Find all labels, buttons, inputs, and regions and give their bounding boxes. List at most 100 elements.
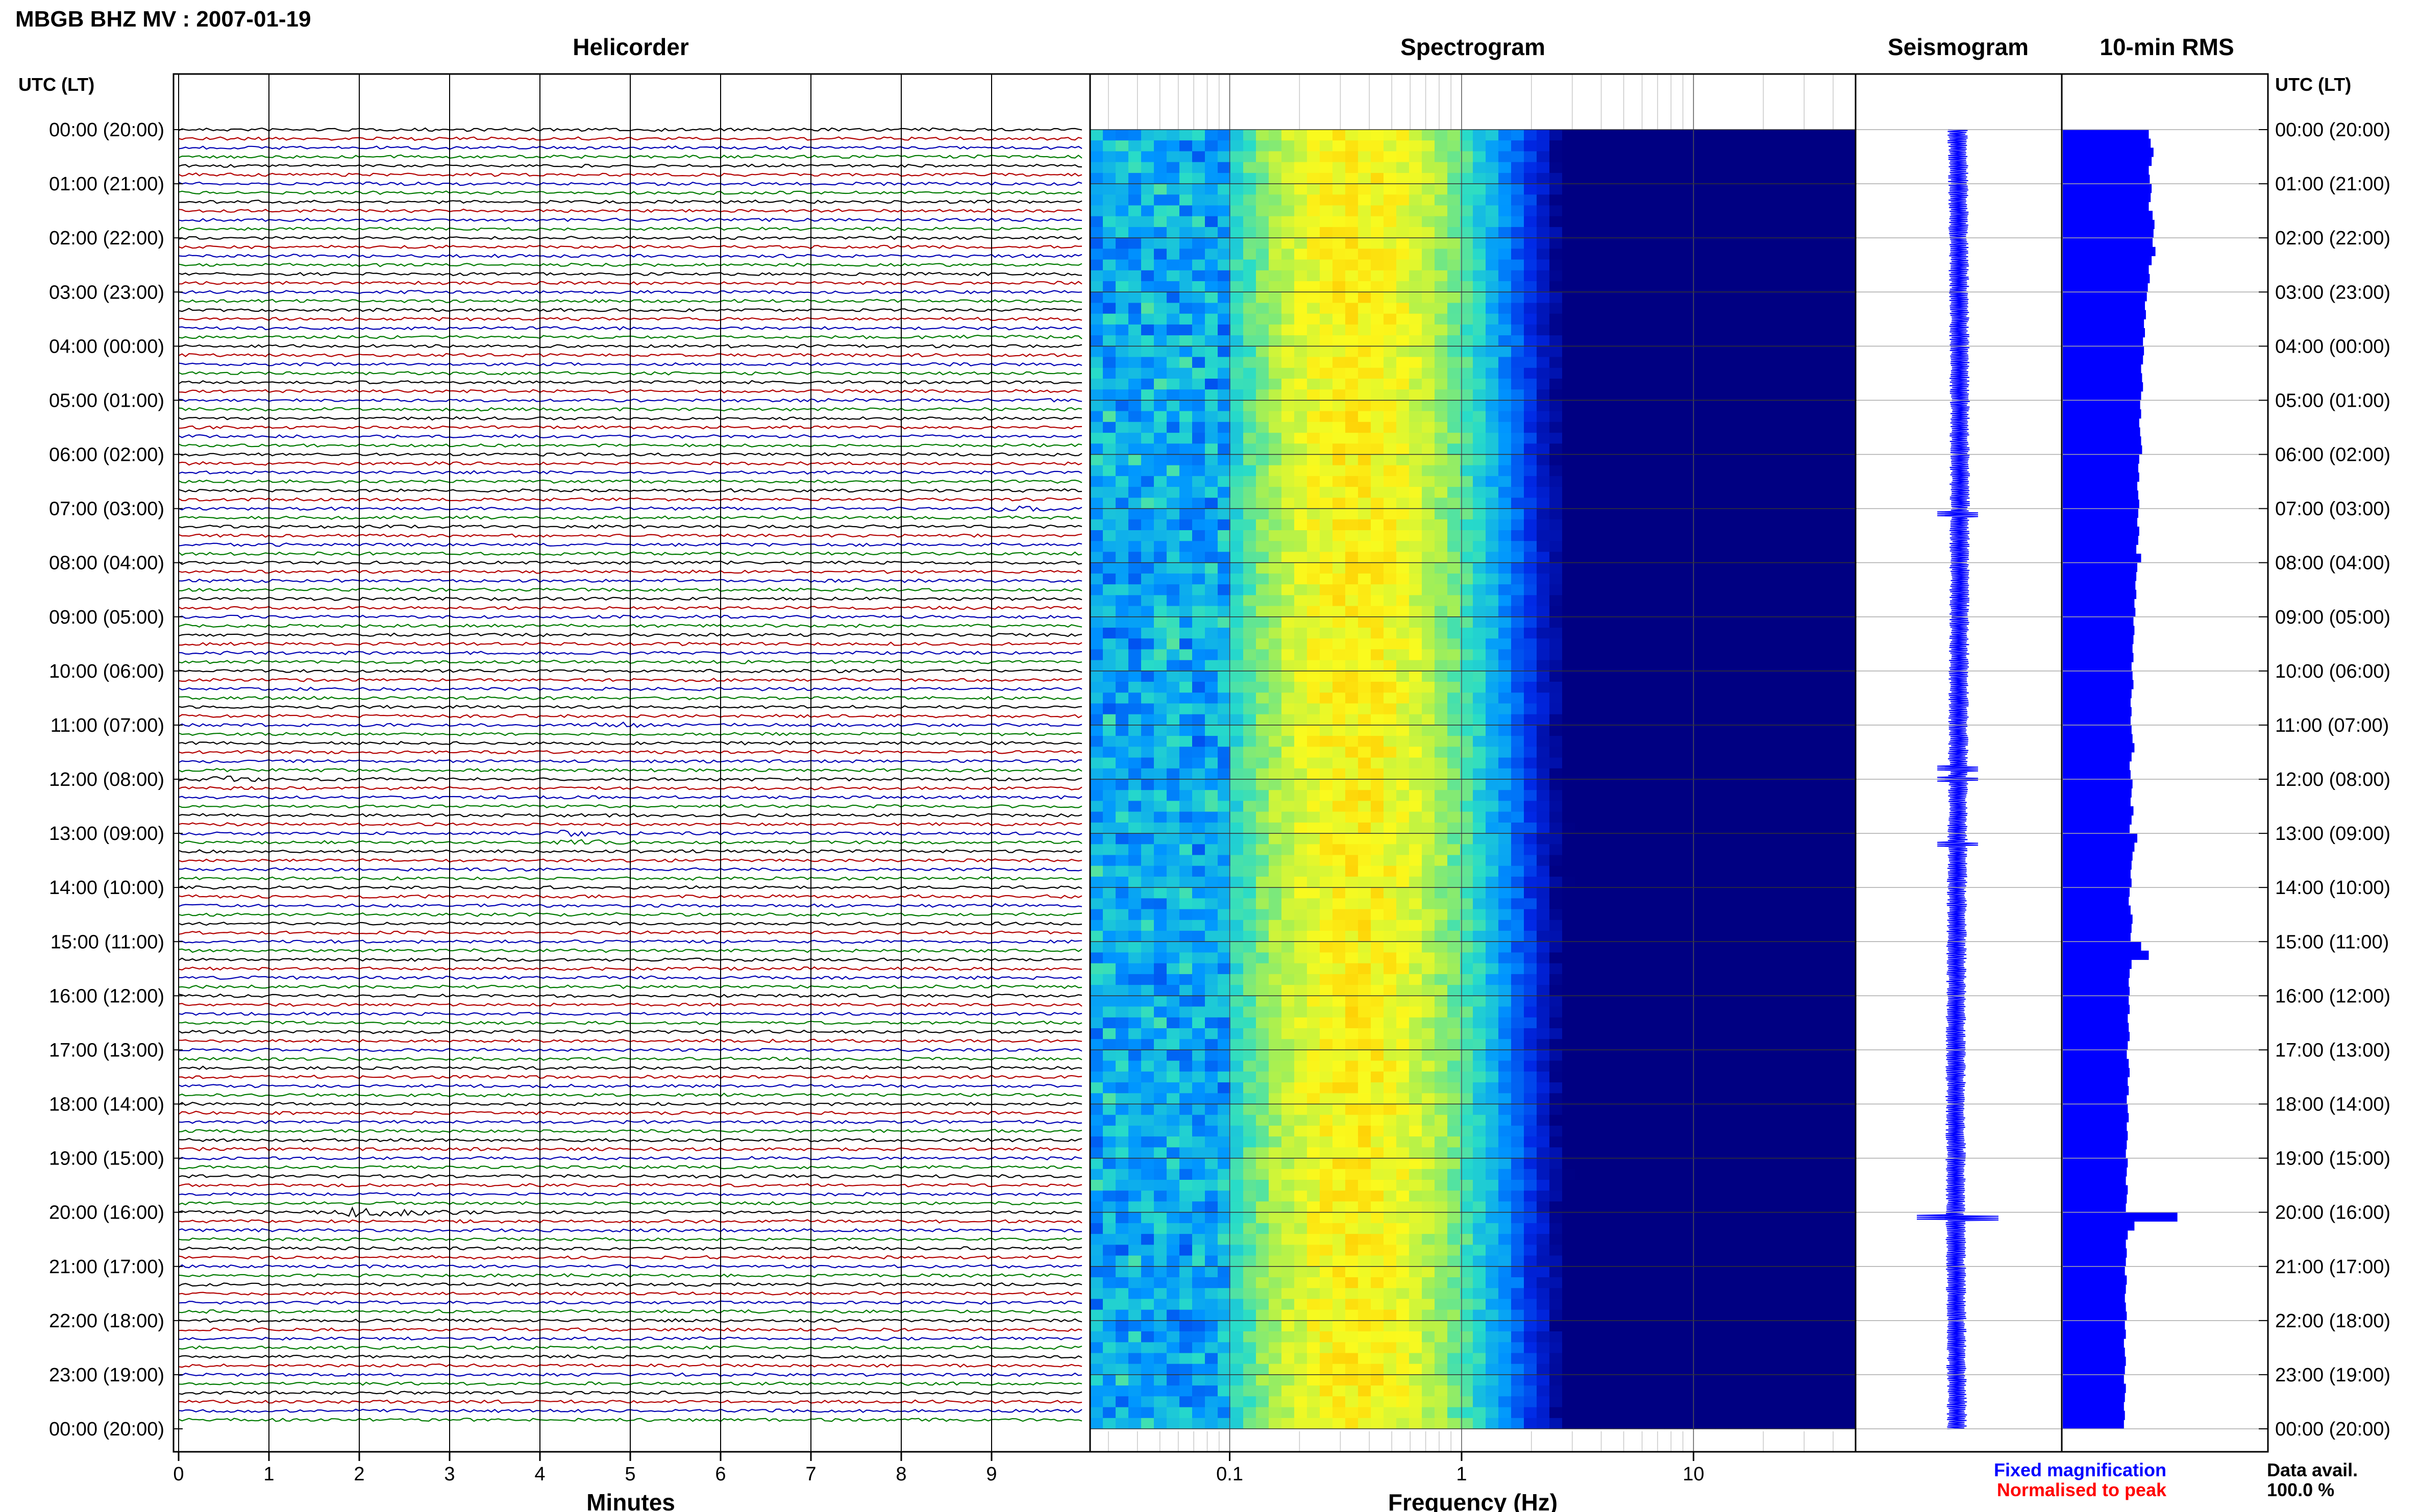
spectrogram-cell [1473,1006,1486,1018]
spectrogram-cell [1179,454,1193,466]
spectrogram-cell [1600,465,1614,477]
spectrogram-cell [1332,941,1346,953]
spectrogram-cell [1728,498,1741,509]
spectrogram-cell [1396,833,1410,845]
spectrogram-cell [1205,562,1218,574]
spectrogram-cell [1830,757,1843,769]
spectrogram-cell [1690,389,1703,401]
spectrogram-cell [1600,552,1614,563]
spectrogram-cell [1116,303,1129,314]
spectrogram-cell [1179,996,1193,1007]
spectrogram-cell [1230,130,1244,141]
spectrogram-cell [1269,519,1282,531]
spectrogram-cell [1830,931,1843,942]
spectrogram-cell [1192,801,1205,812]
spectrogram-cell [1524,573,1537,585]
spectrogram-cell [1230,811,1244,823]
spectrogram-cell [1639,638,1652,650]
spectrogram-cell [1358,216,1371,228]
spectrogram-cell [1141,876,1154,888]
spectrogram-cell [1294,357,1307,368]
spectrogram-cell [1639,822,1652,834]
spectrogram-cell [1409,367,1422,379]
spectrogram-cell [1524,303,1537,314]
spectrogram-cell [1741,790,1754,801]
spectrogram-cell [1103,801,1116,812]
spectrogram-cell [1294,303,1307,314]
spectrogram-cell [1651,130,1665,141]
spectrogram-cell [1779,649,1792,661]
spectrogram-cell [1817,379,1831,390]
spectrogram-cell [1524,1017,1537,1029]
spectrogram-cell [1409,433,1422,444]
spectrogram-cell [1371,725,1384,736]
spectrogram-cell [1205,346,1218,358]
spectrogram-cell [1792,833,1805,845]
spectrogram-cell [1167,985,1180,996]
spectrogram-cell [1218,303,1231,314]
spectrogram-cell [1320,411,1333,423]
spectrogram-cell [1116,573,1129,585]
spectrogram-cell [1702,346,1716,358]
spectrogram-cell [1664,487,1677,498]
spectrogram-cell [1677,844,1690,856]
spectrogram-cell [1524,714,1537,726]
spectrogram-cell [1843,920,1856,931]
spectrogram-cell [1179,379,1193,390]
spectrogram-cell [1269,281,1282,292]
spectrogram-cell [1549,1006,1563,1018]
spectrogram-cell [1358,736,1371,747]
spectrogram-cell [1396,335,1410,346]
spectrogram-cell [1396,682,1410,693]
spectrogram-cell [1422,303,1435,314]
spectrogram-cell [1307,1006,1320,1018]
spectrogram-cell [1256,422,1269,433]
spectrogram-cell [1588,184,1601,195]
spectrogram-cell [1256,465,1269,477]
spectrogram-cell [1702,216,1716,228]
spectrogram-cell [1358,801,1371,812]
spectrogram-cell [1600,985,1614,996]
spectrogram-cell [1613,433,1626,444]
spectrogram-cell [1154,130,1167,141]
spectrogram-cell [1435,216,1448,228]
spectrogram-cell [1179,1006,1193,1018]
spectrogram-cell [1396,692,1410,704]
spectrogram-cell [1715,638,1729,650]
spectrogram-cell [1192,736,1205,747]
spectrogram-cell [1549,887,1563,899]
spectrogram-cell [1103,259,1116,271]
spectrogram-cell [1766,855,1780,866]
spectrogram-cell [1384,660,1397,672]
spectrogram-cell [1754,194,1767,206]
spectrogram-cell [1549,530,1563,541]
spectrogram-cell [1702,367,1716,379]
spectrogram-cell [1715,530,1729,541]
spectrogram-cell [1294,292,1307,304]
spectrogram-cell [1435,996,1448,1007]
spectrogram-cell [1537,357,1550,368]
spectrogram-cell [1537,552,1550,563]
spectrogram-cell [1218,725,1231,736]
spectrogram-cell [1600,660,1614,672]
spectrogram-cell [1371,292,1384,304]
spectrogram-cell [1537,931,1550,942]
spectrogram-cell [1843,552,1856,563]
spectrogram-cell [1128,692,1142,704]
spectrogram-cell [1103,779,1116,790]
spectrogram-cell [1651,822,1665,834]
spectrogram-cell [1779,292,1792,304]
spectrogram-cell [1511,292,1524,304]
spectrogram-cell [1728,736,1741,747]
spectrogram-cell [1332,833,1346,845]
spectrogram-cell [1651,963,1665,975]
spectrogram-cell [1396,941,1410,953]
spectrogram-cell [1549,811,1563,823]
spectrogram-cell [1332,898,1346,910]
spectrogram-cell [1843,757,1856,769]
spectrogram-cell [1409,422,1422,433]
spectrogram-cell [1754,487,1767,498]
spectrogram-cell [1728,768,1741,780]
spectrogram-cell [1269,379,1282,390]
spectrogram-cell [1549,249,1563,260]
